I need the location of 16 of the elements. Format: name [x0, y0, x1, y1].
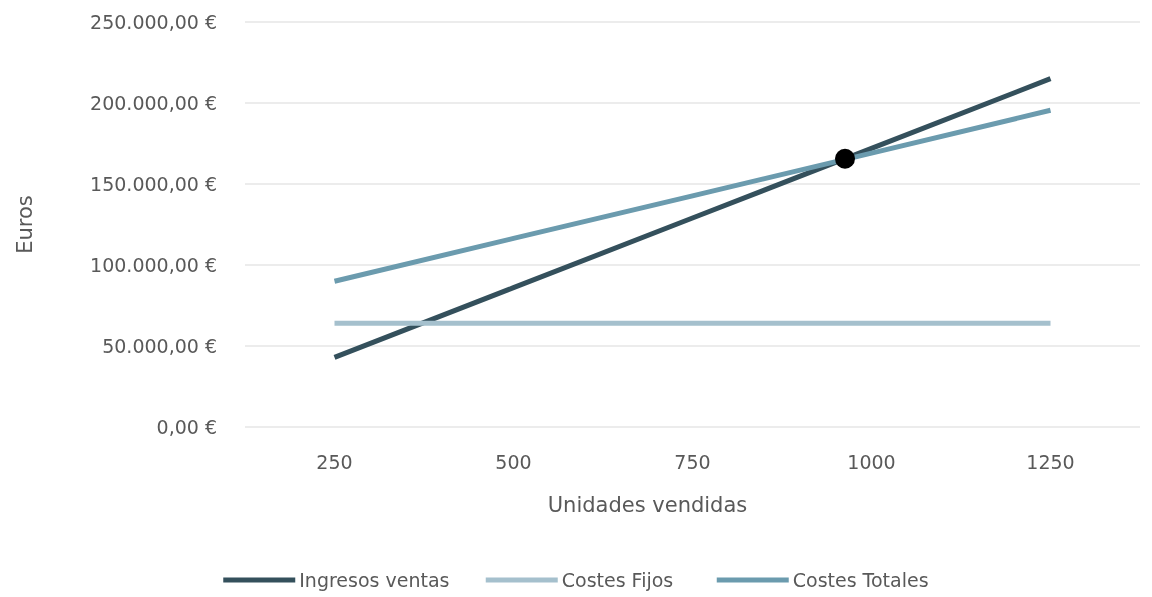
y-tick-label: 250.000,00 €	[90, 10, 217, 33]
x-axis-title: Unidades vendidas	[547, 493, 748, 517]
x-tick-label: 1250	[1026, 451, 1075, 473]
y-tick-label: 200.000,00 €	[90, 91, 217, 114]
x-tick-label: 250	[316, 451, 353, 473]
x-tick-label: 500	[495, 451, 532, 473]
y-tick-label: 150.000,00 €	[90, 172, 217, 195]
legend-label: Costes Totales	[792, 568, 929, 591]
y-tick-label: 50.000,00 €	[102, 334, 217, 357]
y-tick-label: 0,00 €	[156, 415, 217, 438]
x-tick-label: 1000	[847, 451, 896, 473]
y-axis-title: Euros	[13, 195, 37, 254]
legend-label: Ingresos ventas	[299, 568, 450, 591]
y-tick-label: 100.000,00 €	[90, 253, 217, 276]
legend-label: Costes Fijos	[561, 568, 674, 591]
x-tick-label: 750	[674, 451, 711, 473]
